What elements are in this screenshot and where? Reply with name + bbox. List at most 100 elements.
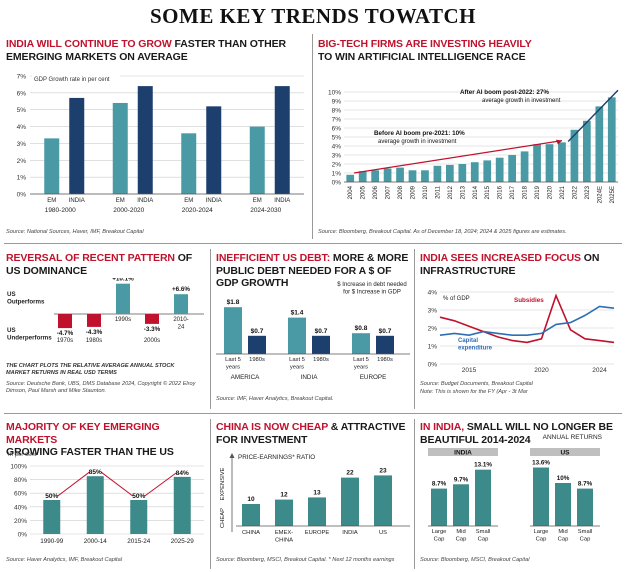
x-group-label: 2020-2024 xyxy=(182,207,213,214)
bar xyxy=(173,476,191,534)
y-tick-label: 0% xyxy=(18,532,28,539)
x-tick-label: INDIA xyxy=(342,530,358,536)
x-tick-label: 1990s xyxy=(115,317,131,323)
label-us-outperforms: Outperforms xyxy=(7,299,45,306)
x-tick-label: Cap xyxy=(456,536,467,542)
x-tick-label: Last 5 xyxy=(353,357,369,363)
page-title: SOME KEY TRENDS TOWATCH xyxy=(150,4,476,28)
series-label: INDIA xyxy=(69,198,85,204)
col-divider-bot-1 xyxy=(210,419,211,569)
chart-us-debt: $ Increase in debt needed for $ Increase … xyxy=(216,282,410,381)
x-tick-label: 1980s xyxy=(313,357,329,363)
bar xyxy=(408,170,417,182)
x-tick-label: 2024 xyxy=(592,367,607,374)
x-tick-label: 2018 xyxy=(523,185,529,199)
y-tick-label: 1% xyxy=(428,344,438,351)
title-black: SMALL WILL NO LONGER BE BEAUTIFUL 2014-2… xyxy=(420,421,613,446)
trend-arrow xyxy=(100,471,134,497)
bar xyxy=(58,314,72,329)
bar xyxy=(358,171,367,182)
y-tick-label: 4% xyxy=(332,144,342,151)
bar xyxy=(308,497,326,526)
group-label: US xyxy=(560,450,570,457)
x-group-label: 1980-2000 xyxy=(45,207,76,214)
x-tick-label: Last 5 xyxy=(225,357,241,363)
panel-em-growth-title: MAJORITY OF KEY EMERGING MARKETS GROWING … xyxy=(6,421,206,459)
axis-title: PRICE-EARNINGS* RATIO xyxy=(238,454,315,461)
y-tick-label: 20% xyxy=(14,518,27,525)
y-tick-label: 2% xyxy=(428,326,438,333)
y-tick-label: 0% xyxy=(332,180,342,187)
bar xyxy=(249,126,265,194)
source-china: Source: Bloomberg, MSCI, Breakout Capita… xyxy=(216,557,395,563)
bar xyxy=(431,488,447,526)
arrowhead xyxy=(229,453,235,458)
chart-us-relative-returns: USOutperformsUSUnderperforms-4.7%1970s-4… xyxy=(7,278,204,344)
x-tick-label: Small xyxy=(476,529,491,535)
bar xyxy=(86,476,104,534)
x-tick-label: CHINA xyxy=(275,537,293,543)
x-tick-label: 2020 xyxy=(534,367,549,374)
y-tick-label: 3% xyxy=(428,308,438,315)
bar xyxy=(242,504,260,526)
x-tick-label: Cap xyxy=(478,536,489,542)
series-label: INDIA xyxy=(274,198,290,204)
chart-ai-investment: 0% 1% 2% 3% 4% 5% 6% 7% 8% 9% 10% 2004 2005 2006 2007 2… xyxy=(328,89,619,203)
source-small-cap: Source: Bloomberg, MSCI, Breakout Capita… xyxy=(420,557,530,563)
x-tick-label: Last 5 xyxy=(289,357,305,363)
data-label: 8.7% xyxy=(578,481,593,488)
bar xyxy=(44,138,60,194)
x-tick-label: 2022 xyxy=(572,185,578,199)
data-label: +6.6% xyxy=(172,286,190,293)
y-tick-label: 2% xyxy=(332,162,342,169)
row-divider-1 xyxy=(4,243,622,244)
bar xyxy=(130,500,148,534)
x-tick-label: Large xyxy=(534,529,549,535)
bar xyxy=(275,499,293,526)
note-infrastructure: Note: This is shown for the FY (Apr - 3t… xyxy=(420,389,528,395)
title-red: REVERSAL OF RECENT PATTERN xyxy=(6,252,175,264)
title-red: MAJORITY OF KEY EMERGING MARKETS xyxy=(6,421,160,446)
source-ai: Source: Bloomberg, Breakout Capital. As … xyxy=(318,229,567,235)
y-tick-label: 4% xyxy=(428,290,438,297)
legend-subsidies: Subsidies xyxy=(514,297,544,304)
title-red: INEFFICIENT US DEBT: xyxy=(216,252,331,264)
x-tick-label: 2010 xyxy=(423,185,429,199)
x-tick-label: 2008 xyxy=(398,185,404,199)
bar xyxy=(396,167,404,182)
bar xyxy=(374,475,392,526)
title-red: INDIA SEES INCREASED FOCUS xyxy=(420,252,581,264)
group-header xyxy=(530,448,600,456)
bar xyxy=(520,151,529,182)
x-group-label: 2024-2030 xyxy=(250,207,281,214)
x-tick-label: 2020 xyxy=(548,185,554,199)
label-expensive: EXPENSIVE xyxy=(220,467,226,500)
x-tick-label: 2009 xyxy=(411,185,417,199)
note-us-dominance: THE CHART PLOTS THE RELATIVE AVERAGE ANN… xyxy=(6,363,175,376)
group-label: INDIA xyxy=(454,450,472,457)
bar xyxy=(446,164,454,182)
data-label: 50% xyxy=(132,493,145,500)
data-label: -3.3% xyxy=(144,326,161,333)
x-tick-label: 1980s xyxy=(86,338,102,344)
bar xyxy=(43,500,61,534)
x-tick-label: Cap xyxy=(558,536,569,542)
trend-arrow-after xyxy=(567,89,619,142)
bar xyxy=(206,106,222,194)
row-divider-2 xyxy=(4,413,622,414)
axis-note-bg xyxy=(32,74,120,84)
bar xyxy=(570,129,579,182)
bar xyxy=(383,168,392,182)
y-tick-label: 80% xyxy=(14,477,27,484)
x-tick-label: CHINA xyxy=(242,530,260,536)
x-tick-label: Small xyxy=(578,529,593,535)
x-tick-label: 2017 xyxy=(510,185,516,199)
x-tick-label: 2000-14 xyxy=(84,538,108,545)
data-label: 23 xyxy=(379,467,387,474)
x-tick-label: 2006 xyxy=(373,185,379,199)
y-tick-label: 3% xyxy=(332,153,342,160)
trend-arrow-before xyxy=(353,140,563,174)
y-tick-label: 4% xyxy=(17,124,27,131)
x-tick-label: 2025-29 xyxy=(171,538,195,545)
legend-text: $ Increase in debt needed xyxy=(337,282,406,288)
